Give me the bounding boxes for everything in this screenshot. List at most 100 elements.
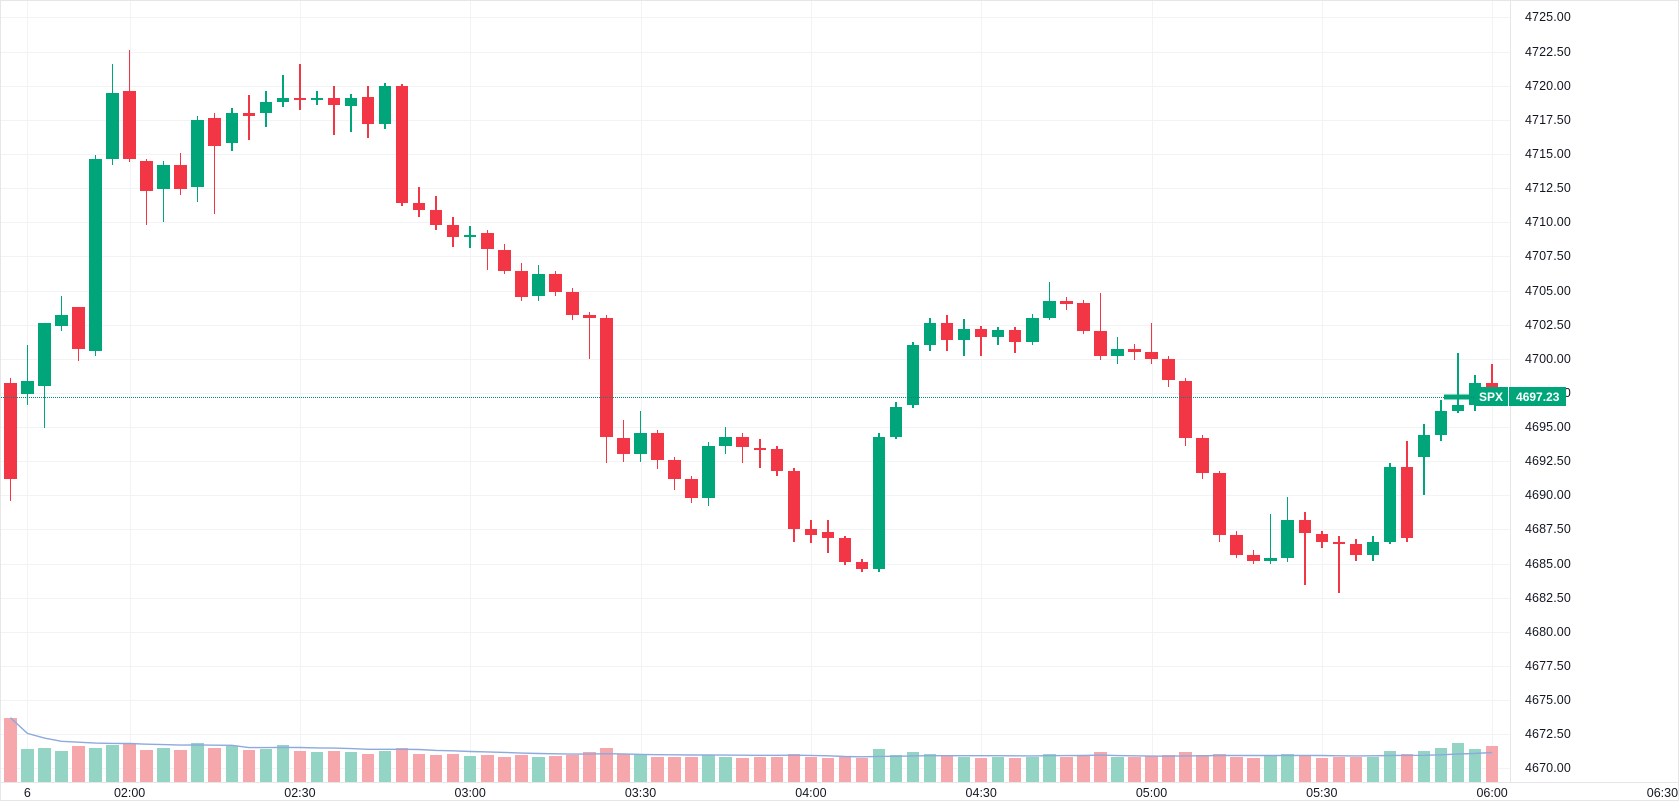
candle-body — [446, 224, 460, 238]
volume-bar — [1315, 758, 1329, 782]
candle-body — [174, 164, 187, 190]
candle-body — [1196, 437, 1209, 474]
volume-bar — [106, 745, 119, 782]
time-axis-tick: 05:00 — [1135, 786, 1168, 800]
candle-body — [72, 306, 85, 350]
candle-body — [821, 532, 835, 538]
candle-body — [719, 436, 732, 447]
time-axis[interactable]: 6 02:00 02:30 03:00 03:30 04:00 04:30 05:00 05:3… — [1, 782, 1679, 800]
time-axis-tick: 06:30 — [1646, 786, 1679, 800]
volume-bar — [617, 753, 630, 782]
candle-body — [1298, 519, 1312, 534]
candle-body — [481, 233, 494, 250]
badge-symbol: SPX — [1474, 387, 1509, 407]
candle-body — [327, 97, 341, 105]
candle-body — [923, 323, 937, 345]
candle-body — [208, 118, 221, 146]
volume-bar — [634, 755, 647, 782]
volume-bar — [940, 755, 954, 782]
candle-body — [889, 406, 903, 437]
grid-line-horizontal — [1, 461, 1510, 463]
volume-bar — [991, 757, 1005, 782]
volume-bar — [412, 753, 426, 782]
price-axis-tick: 4722.50 — [1525, 44, 1571, 59]
candle-wick — [43, 347, 46, 429]
candle-body — [1332, 541, 1346, 545]
volume-bar — [1230, 757, 1243, 782]
candle-wick — [162, 160, 165, 223]
grid-line-horizontal — [1, 700, 1510, 702]
price-axis-tick: 4695.00 — [1525, 420, 1571, 434]
price-axis-tick: 4705.00 — [1525, 283, 1571, 298]
volume-bar — [72, 746, 85, 782]
volume-bar — [327, 750, 341, 782]
volume-bar — [157, 748, 170, 782]
candle-wick — [1423, 424, 1425, 496]
candle-body — [55, 315, 68, 326]
volume-bar — [753, 756, 767, 782]
volume-bar — [719, 757, 732, 782]
grid-line-horizontal — [1, 17, 1510, 19]
price-axis-tick: 4675.00 — [1525, 693, 1571, 708]
candle-body — [1264, 558, 1277, 561]
candle-body — [940, 323, 954, 340]
candle-wick — [980, 326, 982, 356]
candle-body — [1230, 534, 1243, 556]
volume-bar — [1213, 754, 1226, 782]
candle-body — [991, 330, 1005, 337]
volume-bar — [225, 746, 239, 782]
volume-bar — [1111, 756, 1124, 782]
volume-bar — [1077, 755, 1090, 782]
candle-body — [651, 432, 664, 460]
volume-bar — [310, 752, 324, 782]
volume-bar — [1434, 747, 1448, 782]
grid-line-vertical — [299, 1, 301, 782]
price-axis-tick: 4692.50 — [1525, 454, 1571, 469]
volume-bar — [1026, 756, 1039, 782]
grid-line-horizontal — [1, 631, 1510, 633]
candle-body — [1417, 435, 1431, 457]
price-axis-tick: 4670.00 — [1525, 761, 1571, 776]
grid-line-horizontal — [1, 392, 1510, 394]
grid-line-horizontal — [1, 119, 1510, 121]
volume-bar — [821, 758, 835, 782]
candle-body — [259, 102, 273, 113]
price-axis-tick: 4672.50 — [1525, 727, 1571, 742]
price-chart-pane[interactable] — [1, 1, 1510, 782]
candle-body — [1349, 544, 1363, 556]
last-price-line — [1, 396, 1510, 398]
candle-wick — [1099, 293, 1102, 361]
candle-body — [1366, 541, 1380, 556]
last-price-badge[interactable]: SPX 4697.23 — [1474, 387, 1567, 407]
candle-body — [140, 160, 153, 191]
candle-body — [1077, 302, 1090, 332]
volume-bar — [515, 755, 528, 782]
volume-bar — [804, 757, 818, 782]
volume-bar — [1247, 758, 1260, 782]
candle-wick — [213, 113, 216, 214]
candle-wick — [486, 230, 489, 270]
volume-bar — [259, 749, 273, 782]
price-axis-tick: 4715.00 — [1525, 146, 1571, 161]
volume-bar — [651, 756, 664, 782]
candle-body — [361, 96, 375, 124]
candle-body — [1145, 351, 1158, 359]
volume-bar — [889, 755, 903, 782]
grid-line-horizontal — [1, 597, 1510, 599]
volume-bar — [38, 747, 51, 782]
volume-bar — [923, 753, 937, 782]
candle-body — [1128, 349, 1141, 352]
candle-body — [685, 478, 698, 498]
volume-bar — [1128, 757, 1141, 782]
volume-bar — [276, 745, 290, 782]
grid-line-vertical — [981, 1, 983, 782]
grid-line-horizontal — [1, 188, 1510, 190]
time-axis-tick: 06:00 — [1476, 786, 1508, 800]
grid-line-horizontal — [1, 427, 1510, 428]
grid-line-vertical — [470, 1, 472, 782]
volume-bar — [55, 750, 68, 782]
volume-bar — [838, 757, 852, 782]
candle-wick — [1269, 514, 1272, 564]
candle-body — [974, 328, 988, 337]
last-price-tick — [1444, 394, 1470, 400]
